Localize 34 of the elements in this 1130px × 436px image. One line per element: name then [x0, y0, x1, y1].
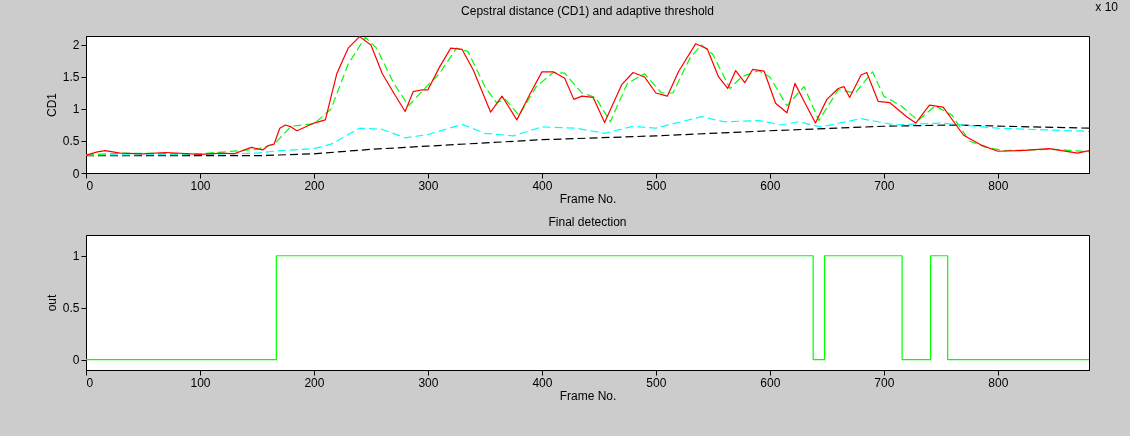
x-tick-label: 100 — [190, 375, 211, 390]
y-tick-label: 0 — [72, 166, 80, 181]
x-tick-label: 200 — [304, 375, 325, 390]
y-tick-label: 2 — [72, 38, 80, 53]
x-tick-label: 600 — [760, 375, 781, 390]
x-tick-label: 800 — [988, 375, 1009, 390]
x-tick-label: 200 — [304, 178, 325, 193]
x-tick-label: 500 — [646, 375, 667, 390]
y-tick-label: 0 — [72, 353, 80, 368]
x-tick-label: 100 — [190, 178, 211, 193]
x-tick-label: 400 — [532, 178, 553, 193]
x-tick-label: 300 — [418, 375, 439, 390]
x-tick-label: 600 — [760, 178, 781, 193]
x-tick-label: 700 — [874, 375, 895, 390]
line-series — [86, 36, 1089, 156]
chart-title: Cepstral distance (CD1) and adaptive threshold — [461, 4, 714, 18]
y-axis-title: out — [44, 294, 59, 312]
x-tick-label: 800 — [988, 178, 1009, 193]
x-tick-label: 300 — [418, 178, 439, 193]
x-axis-title: Frame No. — [559, 191, 617, 206]
y-axis-title: CD1 — [44, 92, 59, 118]
y-tick-label: 0.5 — [62, 301, 80, 316]
x-tick-label: 500 — [646, 178, 667, 193]
x-tick-label: 0 — [86, 178, 94, 193]
x-axis-title: Frame No. — [559, 388, 617, 403]
x-tick-label: 0 — [86, 375, 94, 390]
y-tick-label: 0.5 — [62, 134, 80, 149]
y-tick-label: 1.5 — [62, 70, 80, 85]
text: x 10 — [1095, 0, 1118, 14]
x-tick-label: 400 — [532, 375, 553, 390]
y-tick-label: 1 — [72, 249, 80, 264]
y-tick-label: 1 — [72, 102, 80, 117]
x-tick-label: 700 — [874, 178, 895, 193]
chart-title: Final detection — [548, 215, 627, 229]
